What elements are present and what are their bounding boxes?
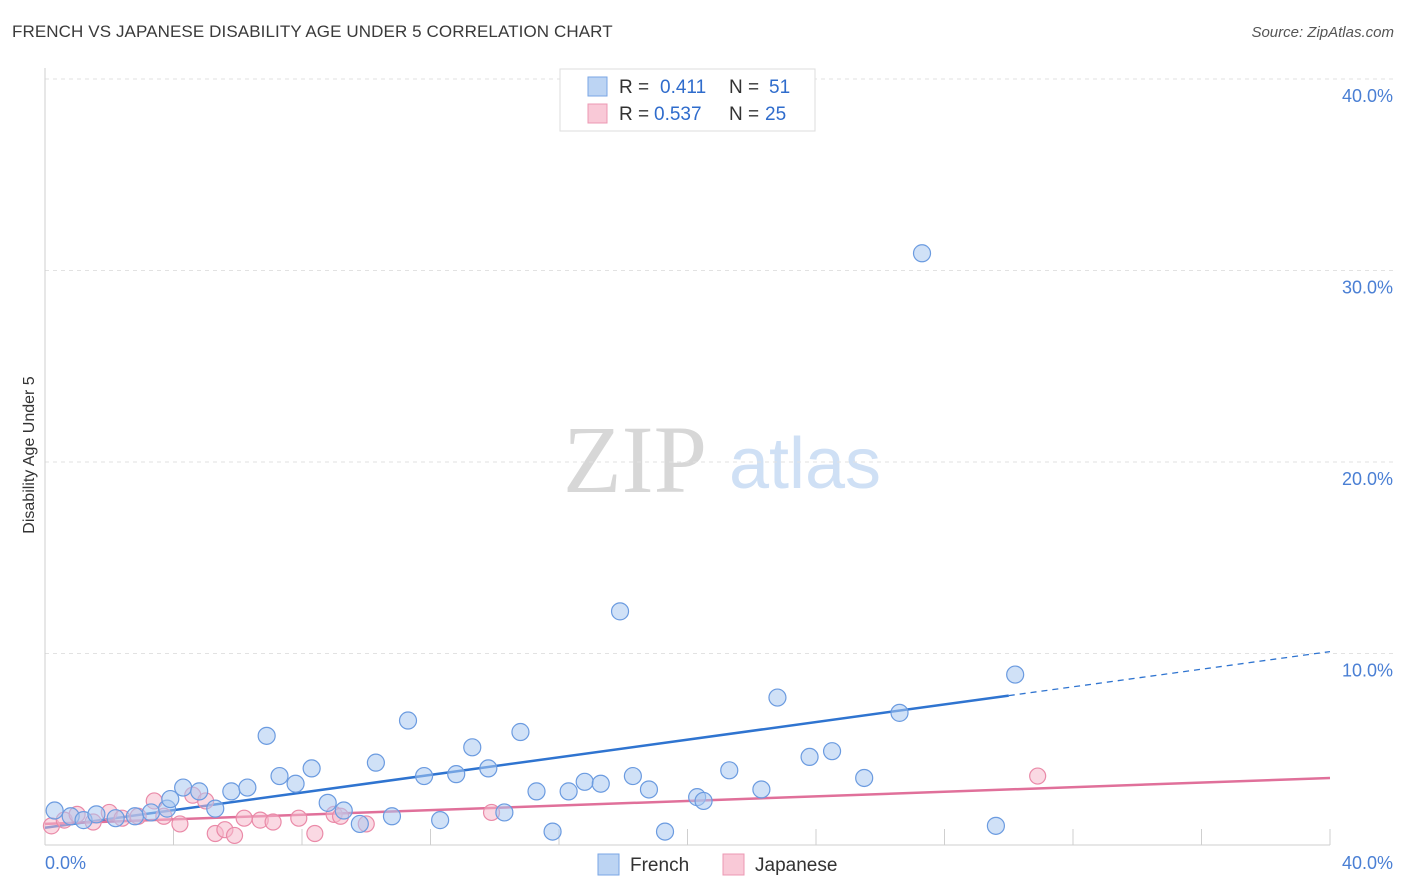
french-point-11 xyxy=(206,799,225,818)
french-trend-extension xyxy=(1008,650,1331,697)
legend-french-swatch xyxy=(587,76,608,97)
french-point-43 xyxy=(752,780,771,799)
french-point-37 xyxy=(623,766,642,786)
legend-french-r-label: R = xyxy=(619,77,649,98)
data-points xyxy=(42,244,1047,845)
french-point-48 xyxy=(890,703,909,722)
french-point-19 xyxy=(334,801,353,820)
legend-japanese-n-label: N = xyxy=(729,104,759,125)
french-point-29 xyxy=(495,803,514,822)
french-point-49 xyxy=(912,244,932,263)
y-tick-label-1: 20.0% xyxy=(1342,469,1393,489)
legend-bottom: French Japanese xyxy=(597,853,837,876)
french-point-18 xyxy=(318,793,337,812)
legend-french-n-label: N = xyxy=(729,77,759,98)
watermark-zip: ZIP xyxy=(563,406,707,513)
watermark-atlas: atlas xyxy=(729,424,881,504)
japanese-point-9 xyxy=(171,815,189,833)
french-point-26 xyxy=(447,765,466,784)
french-point-38 xyxy=(639,780,659,799)
french-point-0 xyxy=(45,801,64,820)
x-tick-labels: 0.0% 40.0% xyxy=(45,853,1393,873)
french-point-5 xyxy=(125,807,145,826)
japanese-point-19 xyxy=(306,824,324,843)
japanese-point-14 xyxy=(225,826,244,845)
legend-french-r-value: 0.411 xyxy=(660,77,706,98)
french-point-25 xyxy=(431,811,450,830)
french-point-3 xyxy=(87,805,106,824)
legend-bottom-french-label: French xyxy=(630,855,689,876)
french-point-8 xyxy=(161,789,180,809)
french-point-9 xyxy=(174,778,193,797)
french-point-24 xyxy=(414,766,434,786)
x-tick-label-1: 40.0% xyxy=(1342,853,1393,873)
french-point-22 xyxy=(382,807,402,826)
french-point-32 xyxy=(543,822,562,841)
legend-bottom-japanese-swatch xyxy=(722,853,745,876)
japanese-point-18 xyxy=(290,809,308,827)
french-point-35 xyxy=(591,774,610,793)
french-point-41 xyxy=(694,791,713,811)
french-point-44 xyxy=(768,688,787,707)
japanese-point-15 xyxy=(235,809,253,827)
japanese-point-24 xyxy=(1029,767,1047,785)
french-point-4 xyxy=(106,809,125,828)
french-point-17 xyxy=(302,759,321,778)
french-point-20 xyxy=(350,814,369,834)
french-point-16 xyxy=(286,774,305,793)
french-point-23 xyxy=(398,711,418,730)
french-point-15 xyxy=(270,766,289,786)
legend-japanese-n-value: 25 xyxy=(765,104,786,125)
x-tick-label-0: 0.0% xyxy=(45,853,86,873)
french-point-45 xyxy=(800,747,819,767)
french-point-33 xyxy=(559,782,578,801)
trend-lines xyxy=(44,650,1331,830)
french-point-46 xyxy=(822,742,842,761)
french-point-28 xyxy=(479,759,498,778)
legend-japanese-r-value: 0.537 xyxy=(654,104,702,125)
y-tick-label-0: 10.0% xyxy=(1342,661,1393,681)
french-point-34 xyxy=(575,772,594,791)
grid-lines xyxy=(45,78,1395,654)
french-point-21 xyxy=(366,753,385,772)
legend-french-n-value: 51 xyxy=(769,77,790,98)
french-point-31 xyxy=(527,782,546,801)
legend-bottom-japanese-label: Japanese xyxy=(755,855,837,876)
french-point-51 xyxy=(1006,665,1025,684)
french-point-27 xyxy=(463,738,482,757)
french-point-39 xyxy=(655,822,675,841)
french-point-47 xyxy=(855,768,874,788)
french-point-50 xyxy=(986,816,1006,835)
french-point-13 xyxy=(238,778,257,797)
legend-japanese-swatch xyxy=(587,103,608,124)
y-tick-label-3: 40.0% xyxy=(1342,86,1393,106)
source-label: Source: ZipAtlas.com xyxy=(1251,24,1394,41)
y-tick-label-2: 30.0% xyxy=(1342,278,1393,298)
french-point-36 xyxy=(610,602,630,621)
legend-top: R = 0.411 N = 51 R = 0.537 N = 25 xyxy=(559,68,816,132)
y-axis-label: Disability Age Under 5 xyxy=(21,376,38,534)
french-point-42 xyxy=(720,761,739,780)
french-point-14 xyxy=(257,726,276,745)
y-tick-labels: 10.0% 20.0% 30.0% 40.0% xyxy=(1342,86,1393,681)
chart-title: FRENCH VS JAPANESE DISABILITY AGE UNDER … xyxy=(12,22,613,41)
french-point-12 xyxy=(222,782,241,801)
french-point-10 xyxy=(190,782,209,801)
japanese-point-17 xyxy=(264,813,282,831)
french-point-6 xyxy=(141,803,161,822)
legend-japanese-r-label: R = xyxy=(619,104,649,125)
legend-bottom-french-swatch xyxy=(597,853,620,876)
french-point-30 xyxy=(511,722,530,742)
